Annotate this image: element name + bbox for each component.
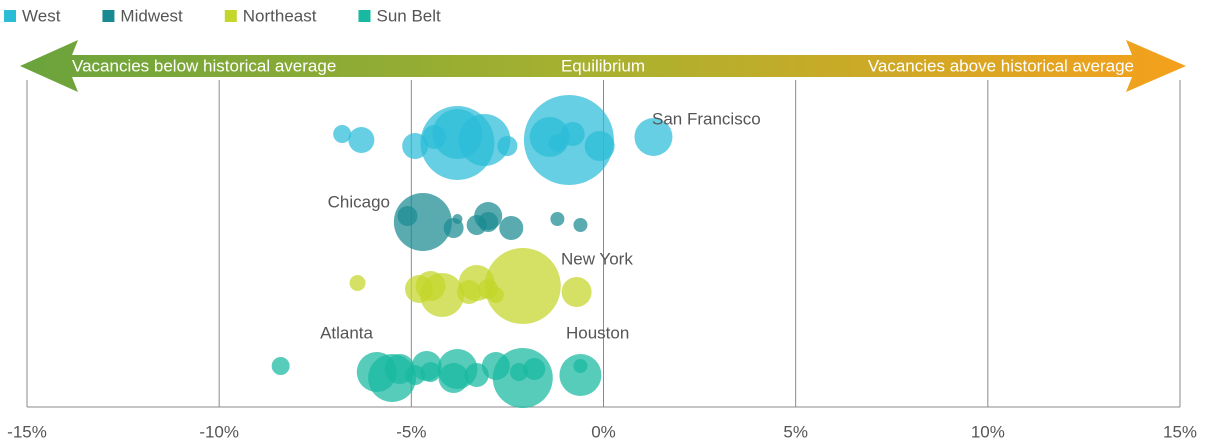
x-tick-label: 15% xyxy=(1163,422,1197,441)
bubble xyxy=(550,212,565,226)
x-tick-label: 5% xyxy=(783,422,808,441)
bubble xyxy=(559,354,602,396)
bubble xyxy=(415,271,446,301)
bubble xyxy=(420,362,441,382)
bubble xyxy=(573,359,588,373)
bubble xyxy=(348,127,375,153)
x-tick-label: 0% xyxy=(591,422,616,441)
bubble xyxy=(484,248,561,324)
bubble xyxy=(349,275,366,291)
arrow-label: Equilibrium xyxy=(561,56,645,75)
x-tick-label: -15% xyxy=(7,422,47,441)
annotation: Atlanta xyxy=(320,323,373,342)
legend-label: Sun Belt xyxy=(376,6,441,25)
scale-arrow xyxy=(20,40,1186,92)
bubble xyxy=(478,212,499,232)
bubble xyxy=(523,95,614,185)
legend-swatch xyxy=(4,10,16,22)
x-tick-label: 10% xyxy=(971,422,1005,441)
legend-swatch xyxy=(224,10,237,22)
bubble xyxy=(492,348,553,408)
bubble xyxy=(458,114,511,166)
bubble xyxy=(497,136,518,156)
bubble xyxy=(452,214,463,224)
arrow-label: Vacancies above historical average xyxy=(868,56,1134,75)
legend-swatch xyxy=(102,10,115,22)
legend-label: West xyxy=(22,6,61,25)
legend-swatch xyxy=(358,10,371,22)
bubble xyxy=(573,218,588,232)
annotation: New York xyxy=(561,249,633,268)
bubble xyxy=(584,131,615,161)
bubble xyxy=(634,118,673,156)
bubble xyxy=(333,125,352,143)
legend-label: Northeast xyxy=(243,6,317,25)
bubble xyxy=(393,193,452,251)
x-tick-label: -10% xyxy=(199,422,239,441)
bubble xyxy=(499,216,524,240)
legend-label: Midwest xyxy=(120,6,183,25)
bubble xyxy=(523,358,546,380)
x-tick-label: -5% xyxy=(396,422,426,441)
annotation: Houston xyxy=(566,323,629,342)
arrow-label: Vacancies below historical average xyxy=(72,56,336,75)
bubble xyxy=(561,277,592,307)
annotation: San Francisco xyxy=(652,109,761,128)
bubble xyxy=(271,357,290,375)
annotation: Chicago xyxy=(328,192,390,211)
